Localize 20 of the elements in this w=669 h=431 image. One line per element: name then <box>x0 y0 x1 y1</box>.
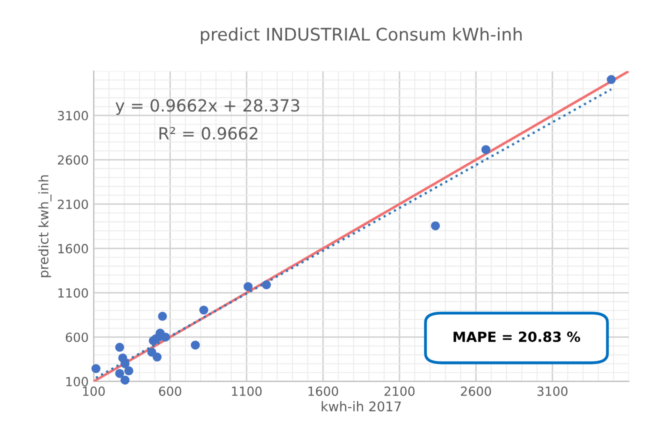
annotation: y = 0.9662x + 28.373 <box>116 99 300 115</box>
chart-title: predict INDUSTRIAL Consum kWh-inh <box>200 27 522 44</box>
annotation: MAPE = 20.83 % <box>454 332 580 342</box>
x-tick-label: 1600 <box>308 386 338 396</box>
x-tick-label: 1100 <box>232 386 262 396</box>
x-axis-title: kwh-ih 2017 <box>322 401 401 412</box>
annotation: R² = 0.9662 <box>160 127 258 140</box>
x-tick-label: 600 <box>159 386 182 396</box>
y-tick-label: 600 <box>66 332 88 342</box>
x-tick-label: 100 <box>83 386 105 396</box>
y-tick-label: 1600 <box>58 244 88 254</box>
x-tick-label: 2600 <box>460 386 492 396</box>
y-tick-label: 100 <box>66 376 88 386</box>
x-tick-label: 3100 <box>537 386 568 396</box>
y-tick-label: 2100 <box>58 200 88 210</box>
x-tick-label: 2100 <box>384 386 415 396</box>
y-axis-title: predict kwh_inh <box>38 175 52 278</box>
y-tick-label: 2600 <box>58 155 88 165</box>
y-tick-label: 1100 <box>58 288 88 298</box>
y-tick-label: 3100 <box>58 110 88 120</box>
